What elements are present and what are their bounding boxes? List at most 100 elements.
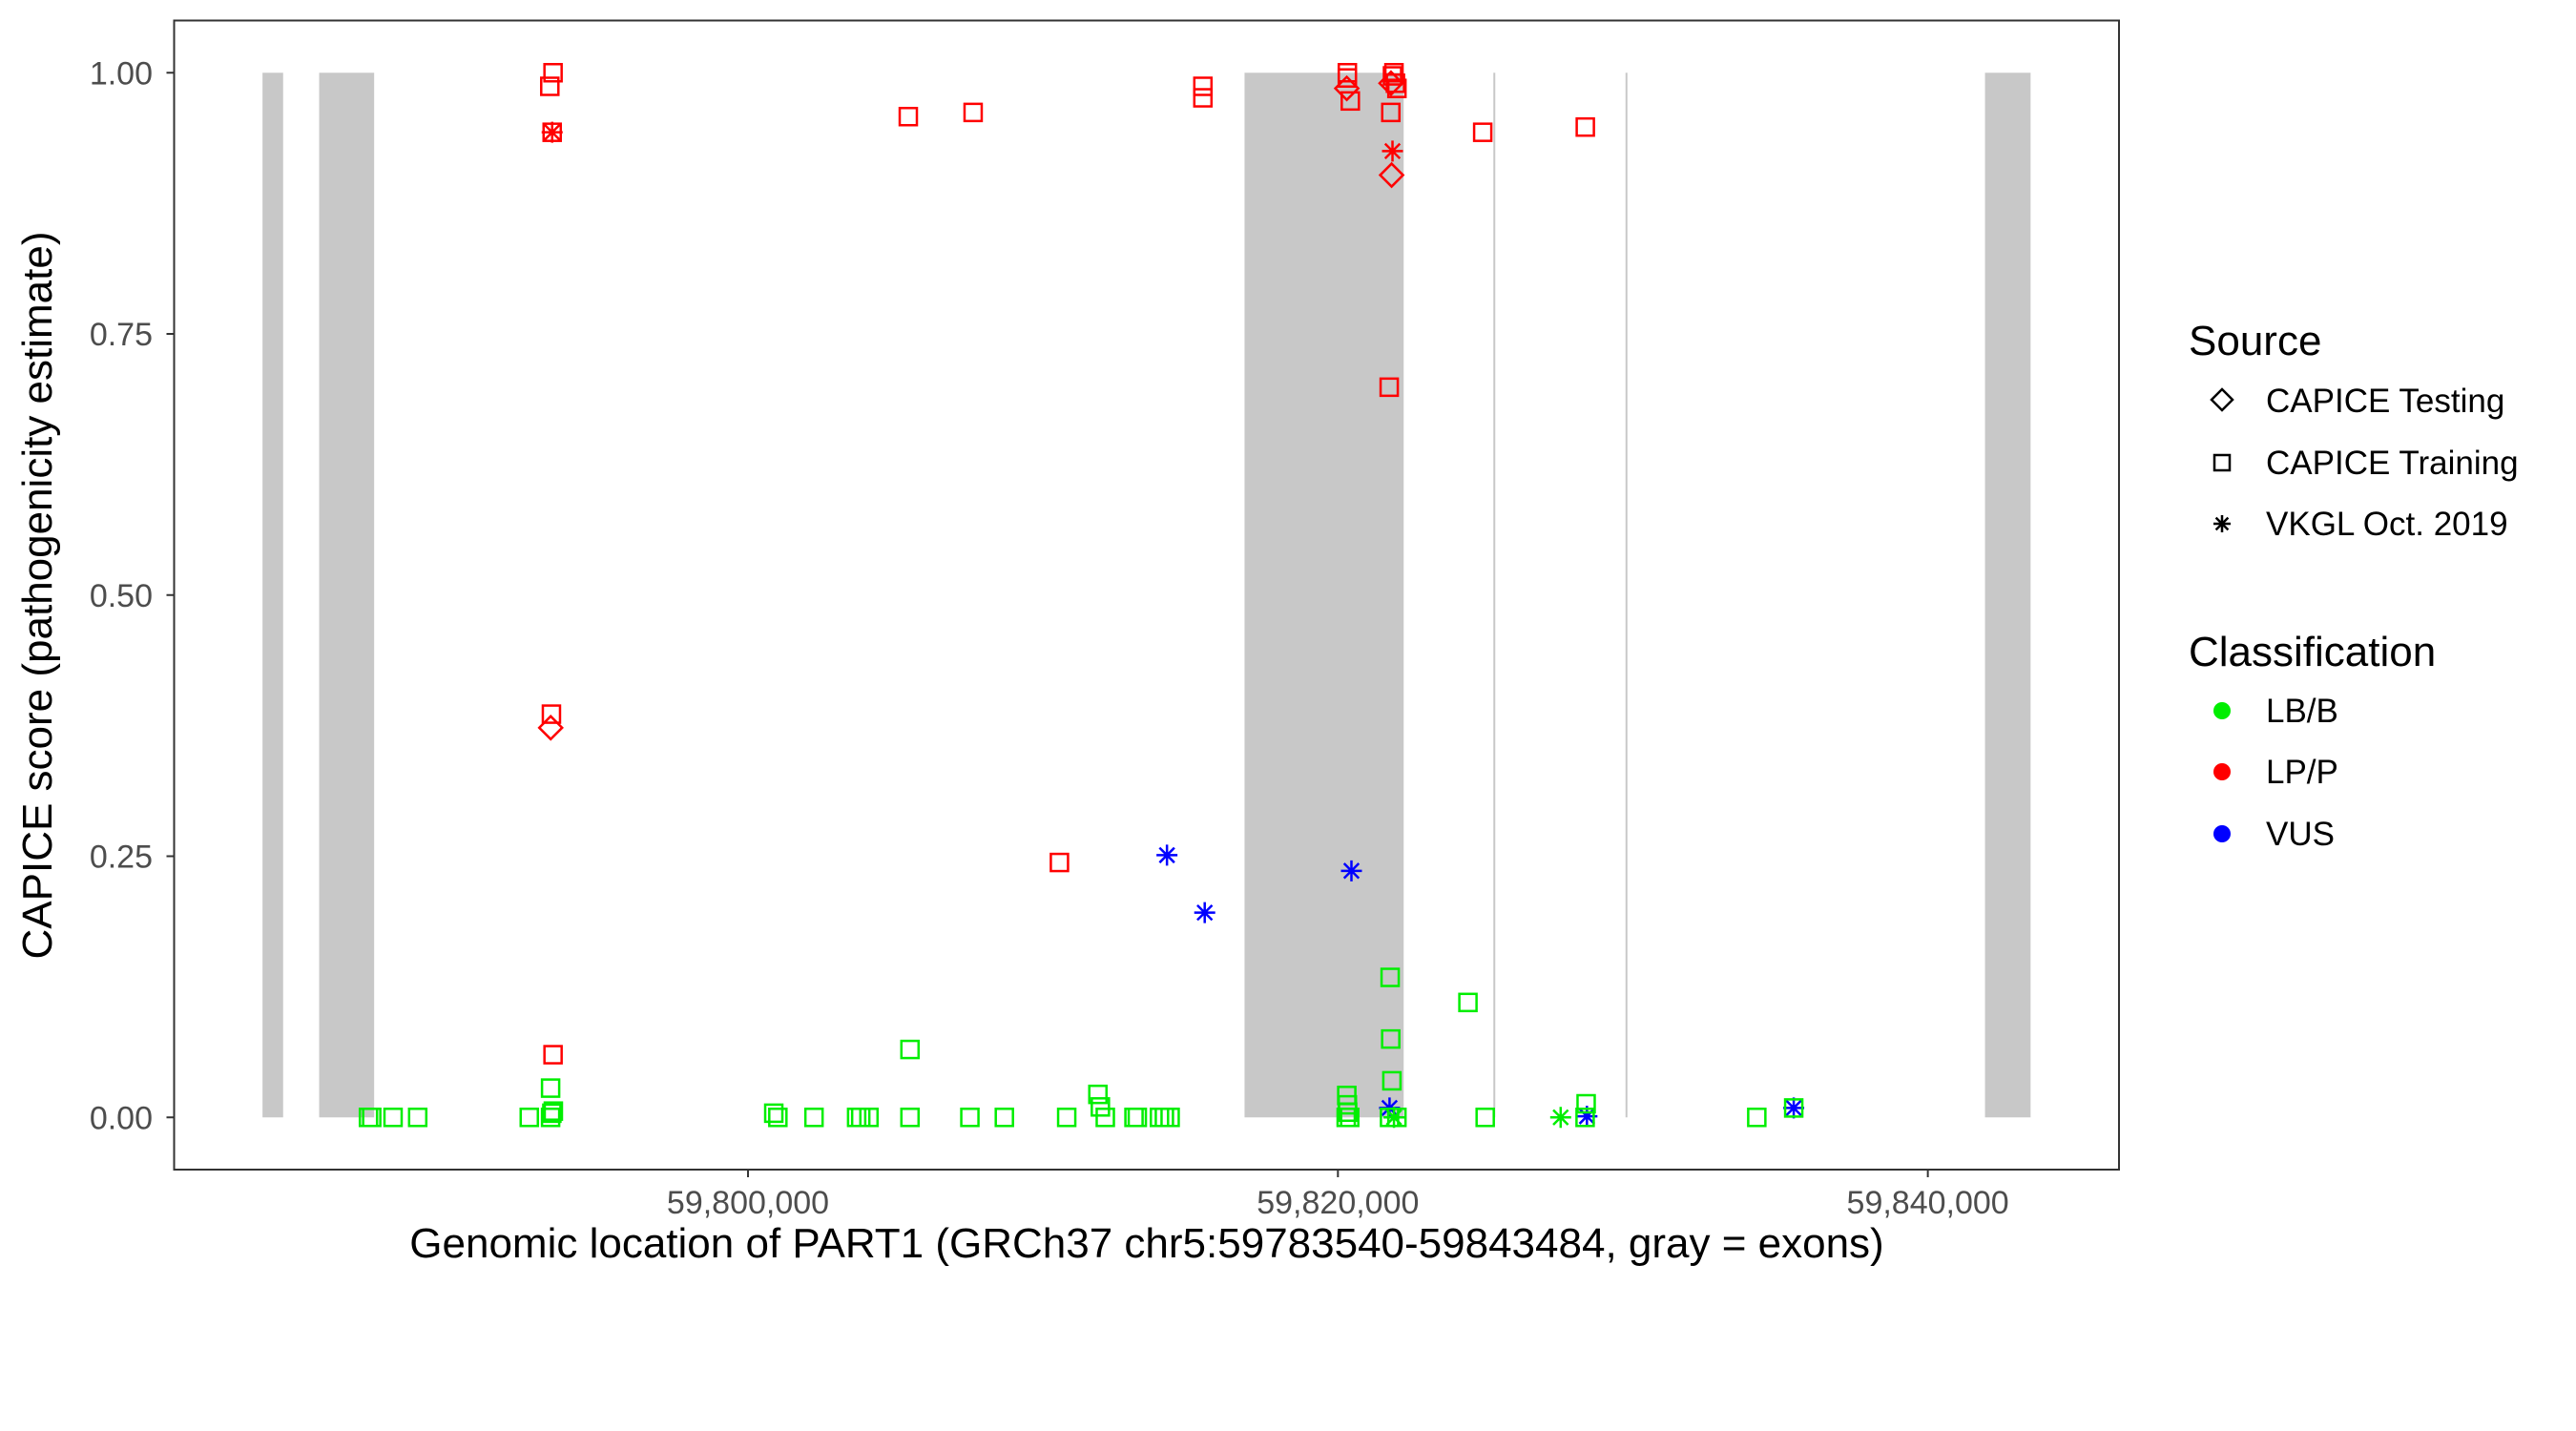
point-square	[1381, 1070, 1402, 1091]
point-square	[859, 1108, 880, 1128]
point-asterisk	[1156, 844, 1178, 866]
point-square	[1381, 102, 1402, 123]
point-square	[540, 1108, 561, 1128]
y-tick-label: 0.50	[90, 578, 153, 614]
diamond-icon	[2210, 387, 2234, 412]
legend-label: CAPICE Training	[2266, 445, 2519, 482]
legend-classification-title: Classification	[2189, 629, 2436, 675]
point-square	[1095, 1108, 1115, 1128]
point-square	[383, 1108, 404, 1128]
point-square	[543, 63, 563, 83]
exon-bands	[262, 73, 2031, 1118]
point-asterisk	[1576, 1106, 1598, 1128]
point-square	[1049, 852, 1070, 873]
x-tick-label: 59,800,000	[667, 1185, 829, 1221]
point-square	[1337, 68, 1358, 88]
legend-label: VKGL Oct. 2019	[2266, 506, 2508, 543]
point-square	[1338, 1102, 1358, 1123]
point-square	[1379, 377, 1400, 398]
point-square	[362, 1108, 382, 1128]
point-asterisk	[1340, 860, 1362, 881]
point-square	[1056, 1108, 1077, 1128]
point-square	[803, 1108, 824, 1128]
asterisk-icon	[2213, 515, 2231, 532]
exon-band	[1244, 73, 1404, 1118]
point-square	[900, 1039, 921, 1060]
point-square	[1381, 1028, 1401, 1049]
x-tick-label: 59,840,000	[1847, 1185, 2009, 1221]
y-tick-label: 0.00	[90, 1100, 153, 1136]
point-asterisk	[541, 121, 563, 143]
point-square	[1154, 1108, 1174, 1128]
point-square	[900, 1108, 921, 1128]
exon-band	[1625, 73, 1628, 1118]
point-square	[1193, 88, 1214, 108]
point-square	[1472, 122, 1493, 142]
y-tick-label: 0.25	[90, 840, 153, 876]
point-square	[1383, 63, 1404, 83]
legend-item-lbb: LB/B	[2213, 693, 2338, 730]
point-square	[963, 102, 984, 123]
plot-panel-border	[173, 19, 2120, 1171]
point-square	[1160, 1108, 1180, 1128]
point-square	[1127, 1108, 1148, 1128]
y-axis: 0.00 0.25 0.50 0.75 1.00	[90, 55, 175, 1136]
legend-label: CAPICE Testing	[2266, 383, 2504, 420]
point-square	[1575, 116, 1595, 137]
point-square	[1193, 76, 1214, 96]
point-square	[1747, 1108, 1767, 1128]
point-square	[1340, 1108, 1360, 1128]
blue-dot-icon	[2213, 825, 2231, 842]
point-square	[540, 1078, 561, 1098]
y-tick-label: 0.75	[90, 317, 153, 353]
y-tick-label: 1.00	[90, 55, 153, 92]
point-asterisk	[1383, 1107, 1405, 1129]
point-square	[543, 1101, 564, 1121]
legend-item-capice-training: CAPICE Training	[2212, 445, 2519, 482]
square-icon	[2212, 453, 2232, 472]
point-asterisk	[1194, 902, 1215, 923]
point-square	[960, 1108, 980, 1128]
legend-label: LB/B	[2266, 693, 2338, 730]
point-square	[846, 1108, 867, 1128]
exon-band	[1493, 73, 1496, 1118]
point-asterisk	[1783, 1097, 1805, 1119]
legend-item-vkgl: VKGL Oct. 2019	[2213, 506, 2508, 543]
data-points	[358, 63, 1805, 1129]
point-diamond	[1378, 70, 1404, 96]
point-square	[768, 1108, 788, 1128]
point-square	[1475, 1108, 1495, 1128]
x-axis: 59,800,000 59,820,000 59,840,000	[667, 1170, 2009, 1221]
point-diamond	[537, 715, 564, 741]
point-square	[1458, 992, 1478, 1013]
point-square	[540, 76, 560, 96]
point-square	[763, 1103, 784, 1124]
point-square	[519, 1108, 540, 1128]
point-square	[994, 1108, 1014, 1128]
point-square	[542, 1103, 562, 1124]
x-tick-label: 59,820,000	[1257, 1185, 1419, 1221]
point-square	[898, 106, 919, 127]
point-square	[1091, 1097, 1111, 1117]
point-square	[1783, 1098, 1804, 1118]
legend-item-capice-testing: CAPICE Testing	[2210, 383, 2504, 420]
legend: Source CAPICE Testing CAPICE Training VK…	[2189, 318, 2519, 853]
exon-band	[319, 73, 375, 1118]
point-square	[1386, 78, 1407, 98]
y-axis-title: CAPICE score (pathogenicity estimate)	[14, 232, 61, 960]
point-square	[1382, 66, 1402, 86]
exon-band	[1984, 73, 2031, 1118]
point-square	[1088, 1084, 1108, 1105]
legend-label: VUS	[2266, 816, 2335, 853]
point-diamond	[1333, 74, 1361, 102]
legend-label: LP/P	[2266, 754, 2338, 791]
point-square	[1576, 1093, 1596, 1114]
point-diamond	[1378, 161, 1405, 189]
exon-band	[262, 73, 283, 1118]
point-square	[1150, 1108, 1170, 1128]
legend-source-title: Source	[2189, 318, 2321, 364]
red-dot-icon	[2213, 763, 2231, 780]
point-asterisk	[1549, 1107, 1571, 1129]
legend-item-vus: VUS	[2213, 816, 2335, 853]
